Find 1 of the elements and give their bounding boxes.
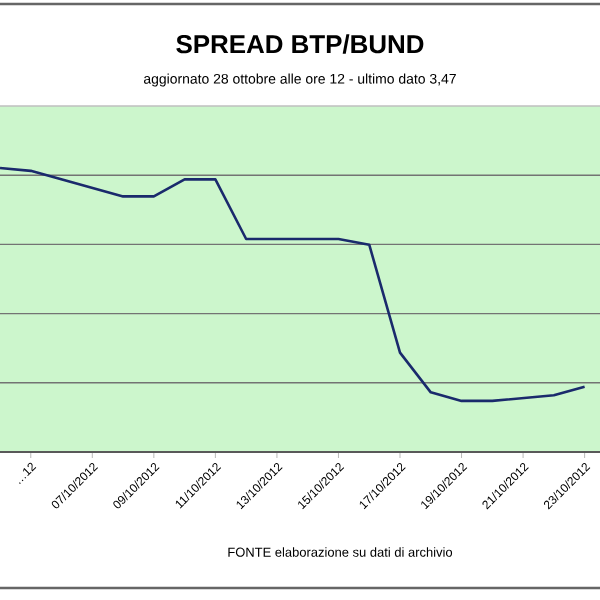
chart-title: SPREAD BTP/BUND [176,34,424,54]
